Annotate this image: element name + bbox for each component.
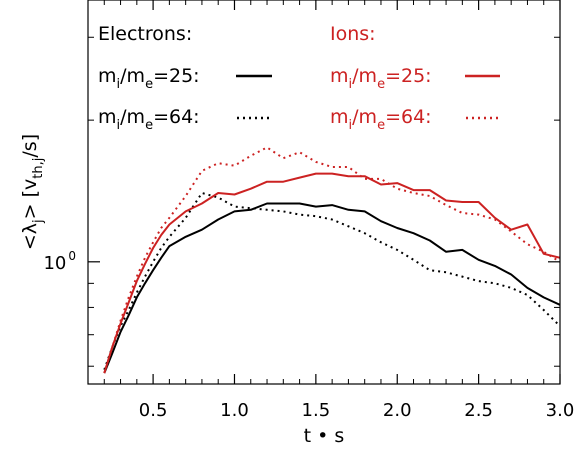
y-axis-label-group: <λj> [vth,j/s]	[19, 134, 46, 250]
legend-electrons-64-slash: /m	[120, 106, 145, 128]
labels-layer: t • s <λj> [vth,j/s]	[19, 134, 344, 447]
legend-ions-25-m: m	[330, 65, 349, 87]
series-electrons-25	[103, 202, 560, 374]
y-axis-label: <λj> [vth,j/s]	[19, 134, 46, 250]
x-tick-label: 1.0	[220, 400, 249, 421]
legend-electrons-25-m: m	[98, 65, 117, 87]
y-tick-label-exp: 0	[68, 249, 76, 263]
y-tick-label: 10 0	[43, 249, 76, 274]
x-tick-label: 1.5	[302, 400, 331, 421]
y-tick-label-base: 10	[43, 253, 66, 274]
x-tick-label: 2.5	[464, 400, 493, 421]
legend-ions-64-m: m	[330, 106, 349, 128]
x-axis-label: t • s	[304, 425, 345, 447]
legend-electrons-25-i: i	[117, 77, 121, 92]
y-axis-label-sub-th: th,j	[31, 158, 46, 179]
series-layer	[103, 146, 560, 374]
x-tick-label: 3.0	[546, 400, 575, 421]
y-axis-label-sub: j	[31, 219, 46, 224]
y-axis-label-prefix: <λ	[19, 223, 41, 250]
legend-ions-25-slash: /m	[352, 65, 377, 87]
legend-ions-64-i: i	[349, 118, 353, 133]
legend-ions-64: mi/me=64:	[330, 106, 432, 133]
legend-ions-25-i: i	[349, 77, 353, 92]
legend-electrons-25-e: e	[145, 77, 153, 92]
legend-ions-25-e: e	[377, 77, 385, 92]
series-electrons-64	[103, 192, 560, 371]
legend-electrons-64-i: i	[117, 118, 121, 133]
ticks-layer: 0.5 1.0 1.5 2.0 2.5 3.0 10 0	[43, 0, 574, 421]
legend-electrons-title: Electrons:	[98, 23, 192, 45]
legend-electrons-64: mi/me=64:	[98, 106, 200, 133]
x-tick-label: 2.0	[383, 400, 412, 421]
legend-electrons-64-e: e	[145, 118, 153, 133]
legend-electrons-25: mi/me=25:	[98, 65, 200, 92]
legend-ions-title: Ions:	[330, 23, 376, 45]
legend: Electrons: Ions:mi/me=25:mi/me=64:mi/me=2…	[98, 23, 500, 133]
legend-ions-64-e: e	[377, 118, 385, 133]
plot-frame	[87, 0, 561, 385]
series-ions-64	[103, 146, 560, 374]
legend-electrons-25-slash: /m	[120, 65, 145, 87]
legend-ions-64-val: =64:	[385, 106, 432, 128]
y-axis-label-mid: > [v	[19, 179, 41, 220]
legend-electrons-64-m: m	[98, 106, 117, 128]
legend-ions-25: mi/me=25:	[330, 65, 432, 92]
y-axis-label-suffix: /s]	[19, 134, 41, 158]
legend-electrons-64-val: =64:	[153, 106, 200, 128]
legend-electrons-25-val: =25:	[153, 65, 200, 87]
legend-ions-64-slash: /m	[352, 106, 377, 128]
x-tick-label: 0.5	[139, 400, 168, 421]
series-ions-25	[103, 172, 560, 374]
legend-ions-25-val: =25:	[385, 65, 432, 87]
